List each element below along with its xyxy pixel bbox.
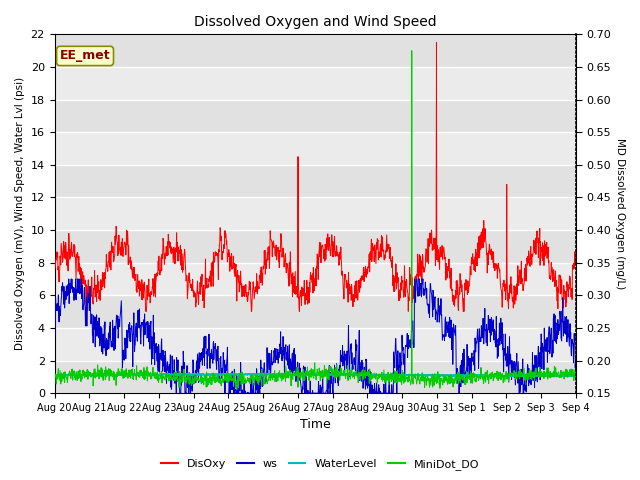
DisOxy	[142, 309, 150, 314]
WaterLevel	[272, 372, 280, 378]
WaterLevel	[572, 374, 579, 380]
WaterLevel	[220, 371, 227, 376]
Y-axis label: Dissolved Oxygen (mV), Wind Speed, Water Lvl (psi): Dissolved Oxygen (mV), Wind Speed, Water…	[15, 77, 25, 350]
X-axis label: Time: Time	[300, 419, 331, 432]
Bar	[54, 165, 576, 197]
WaterLevel	[292, 372, 300, 378]
MiniDot_DO	[112, 383, 120, 388]
ws	[113, 313, 120, 319]
Bar	[54, 35, 576, 67]
DisOxy	[51, 258, 58, 264]
MiniDot_DO	[283, 375, 291, 381]
WaterLevel	[112, 372, 120, 378]
Bar	[54, 360, 576, 393]
ws	[292, 365, 300, 371]
MiniDot_DO	[292, 369, 300, 374]
ws	[348, 350, 356, 356]
ws	[572, 376, 580, 382]
Bar	[54, 99, 576, 132]
Bar	[54, 230, 576, 263]
Legend: DisOxy, ws, WaterLevel, MiniDot_DO: DisOxy, ws, WaterLevel, MiniDot_DO	[157, 455, 483, 474]
DisOxy	[91, 290, 99, 296]
DisOxy	[292, 291, 300, 297]
MiniDot_DO	[572, 369, 580, 375]
ws	[284, 359, 291, 364]
MiniDot_DO	[348, 364, 355, 370]
Line: MiniDot_DO: MiniDot_DO	[54, 51, 576, 390]
Title: Dissolved Oxygen and Wind Speed: Dissolved Oxygen and Wind Speed	[194, 15, 436, 29]
ws	[65, 276, 72, 282]
DisOxy	[272, 242, 280, 248]
MiniDot_DO	[408, 48, 415, 54]
Line: WaterLevel: WaterLevel	[54, 373, 576, 377]
Text: EE_met: EE_met	[60, 49, 110, 62]
WaterLevel	[572, 373, 580, 379]
MiniDot_DO	[272, 372, 280, 377]
WaterLevel	[348, 372, 355, 378]
WaterLevel	[51, 372, 58, 378]
DisOxy	[283, 260, 291, 266]
DisOxy	[572, 258, 580, 264]
DisOxy	[112, 224, 120, 229]
ws	[273, 354, 280, 360]
WaterLevel	[91, 372, 99, 377]
Line: ws: ws	[54, 279, 576, 393]
ws	[92, 344, 99, 350]
MiniDot_DO	[91, 371, 99, 376]
Line: DisOxy: DisOxy	[54, 43, 576, 312]
MiniDot_DO	[51, 368, 58, 374]
DisOxy	[433, 40, 440, 46]
WaterLevel	[283, 372, 291, 377]
ws	[172, 390, 180, 396]
ws	[51, 334, 58, 340]
DisOxy	[348, 282, 355, 288]
Bar	[54, 295, 576, 328]
MiniDot_DO	[233, 387, 241, 393]
Y-axis label: MD Dissolved Oxygen (mg/L): MD Dissolved Oxygen (mg/L)	[615, 138, 625, 289]
